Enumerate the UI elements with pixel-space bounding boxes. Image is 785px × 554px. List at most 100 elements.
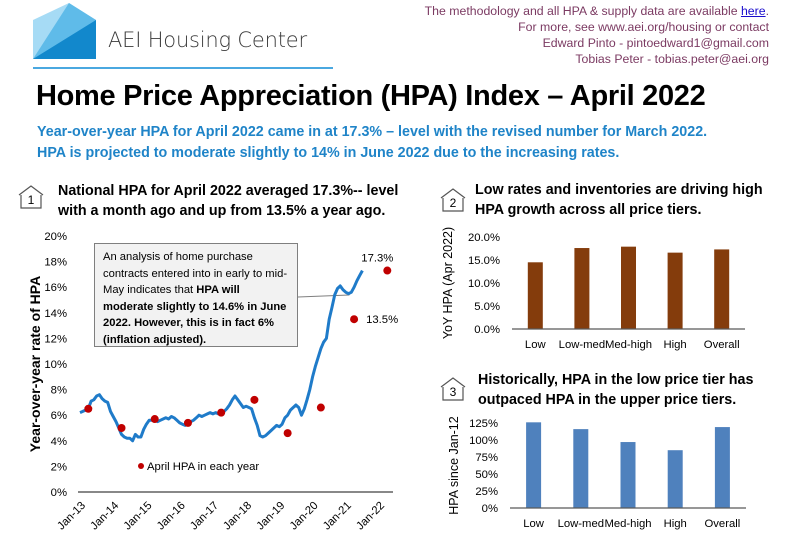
logo-text: AEI Housing Center	[108, 28, 307, 52]
link-suffix: .	[765, 4, 769, 18]
data-label-apr21: 13.5%	[366, 314, 398, 326]
y-tick-label: 10.0%	[468, 278, 500, 290]
x-category-label: Low-med	[558, 518, 604, 530]
section-number: 3	[449, 385, 457, 399]
y-tick-label: 15.0%	[468, 255, 500, 267]
y-tick-label: 50%	[475, 469, 498, 481]
bar	[527, 262, 543, 329]
y-axis-title: YoY HPA (Apr 2022)	[441, 227, 455, 339]
x-tick-label: Jan-16	[155, 500, 188, 533]
april-hpa-marker	[117, 424, 126, 432]
subtitle-line-1: Year-over-year HPA for April 2022 came i…	[37, 124, 708, 140]
april-hpa-marker	[316, 403, 325, 412]
april-hpa-marker	[283, 429, 292, 438]
y-tick-label: 0%	[51, 487, 67, 499]
y-tick-label: 6%	[51, 410, 67, 422]
contact-block: The methodology and all HPA & supply dat…	[425, 3, 769, 67]
y-tick-label: 20%	[44, 231, 67, 243]
contact-line-3: Edward Pinto - pintoedward1@gmail.com	[542, 36, 769, 50]
y-tick-label: 8%	[51, 385, 67, 397]
bar	[574, 248, 590, 329]
y-tick-label: 4%	[51, 436, 67, 448]
section-number: 1	[27, 193, 35, 207]
subtitle-line-2: HPA is projected to moderate slightly to…	[37, 145, 620, 161]
y-axis-title: Year-over-year rate of HPA	[27, 276, 43, 452]
x-tick-label: Jan-14	[88, 500, 121, 533]
y-tick-label: 0%	[482, 503, 498, 515]
x-tick-label: Jan-17	[188, 500, 221, 533]
april-hpa-marker	[183, 418, 192, 427]
bar	[526, 422, 542, 508]
section-2-heading: Low rates and inventories are driving hi…	[475, 182, 763, 218]
callout-bold-text: HPA will moderate slightly to 14.6% in J…	[103, 284, 287, 346]
section-number: 2	[449, 196, 457, 210]
y-tick-label: 2%	[51, 461, 67, 473]
y-tick-label: 100%	[469, 435, 498, 447]
x-tick-label: Jan-15	[122, 500, 155, 533]
april-hpa-marker	[383, 266, 392, 275]
april-hpa-marker	[217, 408, 226, 417]
house-number-icon: 3	[440, 376, 466, 402]
methodology-text: The methodology and all HPA & supply dat…	[424, 4, 741, 18]
y-tick-label: 14%	[44, 308, 67, 320]
yoy-hpa-by-tier-chart: 0.0% 5.0% 10.0% 15.0% 20.0% YoY HPA (Apr 2022…	[441, 227, 745, 351]
april-hpa-marker	[350, 315, 359, 324]
y-tick-label: 20.0%	[468, 232, 500, 244]
x-category-label: High	[664, 518, 687, 530]
april-hpa-marker	[150, 415, 159, 424]
house-number-icon: 2	[440, 187, 466, 213]
x-category-label: Med-high	[605, 339, 652, 351]
x-tick-label: Jan-20	[288, 500, 321, 533]
x-tick-label: Jan-21	[321, 500, 354, 533]
x-category-label: Low	[523, 518, 545, 530]
bar	[714, 249, 730, 329]
contact-line-2: For more, see www.aei.org/housing or con…	[518, 20, 769, 34]
april-hpa-marker	[250, 395, 259, 404]
hpa-since-2012-chart: 0% 25% 50% 75% 100% 125% HPA since Jan-12 Low Lo…	[447, 416, 746, 530]
section-3-heading: Historically, HPA in the low price tier …	[478, 372, 754, 408]
hpa-line-chart: 0% 2% 4% 6% 8% 10% 12% 14% 16% 18% 20% Year-over-ye…	[27, 231, 398, 533]
bar	[621, 246, 636, 329]
x-category-label: High	[663, 339, 686, 351]
y-tick-label: 25%	[475, 486, 498, 498]
data-label-apr22: 17.3%	[361, 253, 393, 265]
y-tick-label: 0.0%	[474, 324, 500, 336]
y-tick-label: 16%	[44, 282, 67, 294]
x-tick-label: Jan-13	[55, 500, 88, 533]
x-category-label: Med-high	[604, 518, 651, 530]
page-subtitle: Year-over-year HPA for April 2022 came i…	[37, 122, 707, 164]
x-tick-label: Jan-22	[354, 500, 387, 533]
house-number-icon: 1	[18, 184, 44, 210]
y-tick-label: 10%	[44, 359, 67, 371]
april-hpa-marker	[84, 404, 93, 413]
callout-text: An analysis of home purchase contracts e…	[103, 251, 288, 296]
y-tick-label: 75%	[475, 452, 498, 464]
x-category-label: Low-med	[559, 339, 605, 351]
legend-label: April HPA in each year	[147, 461, 259, 473]
x-tick-label: Jan-18	[221, 500, 254, 533]
y-tick-label: 12%	[44, 333, 67, 345]
page-title: Home Price Appreciation (HPA) Index – Ap…	[36, 80, 706, 112]
x-tick-label: Jan-19	[255, 500, 288, 533]
bar	[667, 450, 683, 508]
y-axis-title: HPA since Jan-12	[447, 416, 461, 514]
x-category-label: Overall	[705, 518, 741, 530]
y-tick-label: 5.0%	[474, 301, 500, 313]
logo-dark-shape	[33, 20, 96, 59]
bar	[667, 252, 683, 329]
bar	[620, 442, 636, 508]
y-tick-label: 125%	[469, 418, 498, 430]
bar	[714, 427, 730, 508]
analysis-callout: An analysis of home purchase contracts e…	[94, 243, 298, 347]
contact-line-1: The methodology and all HPA & supply dat…	[425, 3, 769, 19]
legend-marker	[138, 463, 144, 469]
bar	[573, 429, 589, 508]
contact-line-4: Tobias Peter - tobias.peter@aei.org	[575, 52, 769, 66]
x-category-label: Overall	[704, 339, 740, 351]
logo-divider	[33, 67, 333, 69]
methodology-link[interactable]: here	[740, 4, 766, 18]
y-tick-label: 18%	[44, 257, 67, 269]
x-category-label: Low	[525, 339, 547, 351]
section-1-heading: National HPA for April 2022 averaged 17.…	[58, 183, 399, 219]
aei-house-logo-icon	[33, 3, 96, 59]
